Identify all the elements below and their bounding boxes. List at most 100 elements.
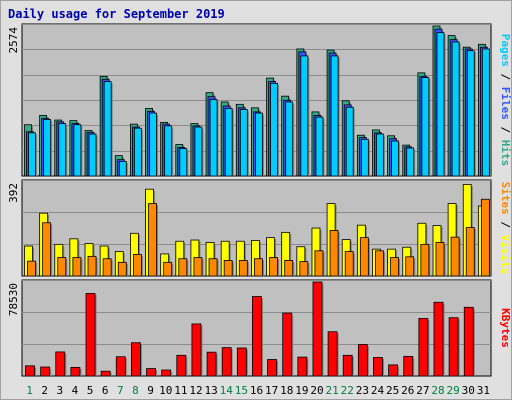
bar-sites-day-29 xyxy=(450,236,460,277)
ymax-label-hits-files-pages: 2574 xyxy=(7,27,20,54)
bar-pages-day-18 xyxy=(285,101,294,177)
bar-pages-day-22 xyxy=(345,106,354,177)
bar-pages-day-23 xyxy=(360,138,369,177)
bar-kbytes-day-30 xyxy=(463,306,474,377)
bar-kbytes-day-15 xyxy=(236,347,247,377)
bar-pages-day-17 xyxy=(270,82,278,177)
bar-sites-day-17 xyxy=(269,257,278,277)
legend-entry-sites: Sites xyxy=(499,182,512,215)
bar-kbytes-day-18 xyxy=(282,312,293,377)
bar-kbytes-day-5 xyxy=(85,293,96,377)
bar-pages-day-3 xyxy=(58,123,67,177)
day-label-11: 11 xyxy=(174,384,187,397)
bar-kbytes-day-25 xyxy=(388,364,398,377)
legend-entry-kbytes: KBytes xyxy=(499,308,512,348)
bar-pages-day-7 xyxy=(118,161,127,177)
bar-pages-day-13 xyxy=(209,99,218,177)
day-label-20: 20 xyxy=(310,384,323,397)
day-label-7: 7 xyxy=(117,384,124,397)
bar-pages-day-26 xyxy=(406,147,415,177)
bar-sites-day-30 xyxy=(465,227,475,277)
day-label-3: 3 xyxy=(57,384,64,397)
day-label-26: 26 xyxy=(401,384,414,397)
day-label-8: 8 xyxy=(132,384,139,397)
bar-kbytes-day-6 xyxy=(100,370,111,377)
bar-kbytes-day-21 xyxy=(327,331,338,377)
bar-kbytes-day-10 xyxy=(161,369,172,377)
bar-sites-day-1 xyxy=(27,260,36,277)
legend-separator: / xyxy=(499,120,512,140)
bar-pages-day-24 xyxy=(376,133,384,177)
day-label-28: 28 xyxy=(431,384,444,397)
day-label-18: 18 xyxy=(280,384,293,397)
bar-sites-day-31 xyxy=(480,198,490,277)
bar-sites-day-7 xyxy=(117,261,127,277)
day-label-31: 31 xyxy=(477,384,490,397)
day-label-17: 17 xyxy=(265,384,278,397)
legend-separator: / xyxy=(499,67,512,87)
bar-kbytes-day-26 xyxy=(403,355,414,377)
legend-entry-visits: Visits xyxy=(499,235,512,275)
day-label-2: 2 xyxy=(41,384,48,397)
bar-pages-day-4 xyxy=(73,124,82,177)
bar-sites-day-14 xyxy=(223,260,233,277)
bar-sites-day-4 xyxy=(72,257,82,277)
day-label-4: 4 xyxy=(72,384,79,397)
bar-sites-day-28 xyxy=(435,242,445,277)
bar-kbytes-day-11 xyxy=(176,354,187,377)
bar-pages-day-31 xyxy=(481,48,490,177)
bar-pages-day-27 xyxy=(421,77,430,177)
bar-sites-day-13 xyxy=(208,258,218,277)
bar-sites-day-6 xyxy=(102,258,112,277)
bar-sites-day-21 xyxy=(329,230,339,277)
bar-kbytes-day-28 xyxy=(433,301,444,377)
bar-kbytes-day-1 xyxy=(25,365,35,377)
bar-pages-day-25 xyxy=(391,140,399,177)
bar-sites-day-26 xyxy=(405,256,415,277)
bar-kbytes-day-24 xyxy=(373,357,383,377)
bar-kbytes-day-29 xyxy=(448,317,459,377)
chart-title: Daily usage for September 2019 xyxy=(8,7,225,21)
bar-kbytes-day-12 xyxy=(191,323,202,377)
bar-kbytes-day-4 xyxy=(70,366,81,377)
bar-kbytes-day-14 xyxy=(221,347,232,377)
day-label-9: 9 xyxy=(147,384,154,397)
day-label-12: 12 xyxy=(189,384,202,397)
bar-kbytes-day-8 xyxy=(131,342,141,377)
day-label-29: 29 xyxy=(447,384,460,397)
bar-sites-day-3 xyxy=(57,257,67,277)
bar-pages-day-9 xyxy=(149,112,157,177)
bar-sites-day-25 xyxy=(390,257,399,277)
bar-kbytes-day-2 xyxy=(40,366,51,377)
bar-sites-day-15 xyxy=(238,260,248,277)
bar-pages-day-11 xyxy=(179,148,188,177)
bar-kbytes-day-23 xyxy=(357,344,368,377)
bar-sites-day-18 xyxy=(284,260,294,277)
legend-entry-files: Files xyxy=(499,87,512,120)
bar-kbytes-day-7 xyxy=(115,356,126,377)
bar-pages-day-15 xyxy=(239,109,248,177)
legend-visits-sites: Sites / Visits xyxy=(499,182,512,275)
day-label-30: 30 xyxy=(462,384,475,397)
day-label-27: 27 xyxy=(416,384,429,397)
legend-hits-files-pages: Pages / Files / Hits xyxy=(499,34,512,167)
bar-pages-day-10 xyxy=(164,125,173,177)
day-label-22: 22 xyxy=(341,384,354,397)
bar-sites-day-8 xyxy=(133,254,142,277)
bar-pages-day-14 xyxy=(224,108,233,177)
bar-sites-day-24 xyxy=(375,250,384,277)
day-label-19: 19 xyxy=(295,384,308,397)
ymax-label-visits-sites: 392 xyxy=(7,183,20,203)
bar-pages-day-28 xyxy=(436,32,445,177)
day-label-15: 15 xyxy=(235,384,248,397)
bar-pages-day-12 xyxy=(194,126,203,177)
bar-pages-day-29 xyxy=(451,41,460,177)
bar-kbytes-day-9 xyxy=(146,368,156,377)
legend-entry-hits: Hits xyxy=(499,140,512,167)
day-label-5: 5 xyxy=(87,384,94,397)
day-label-10: 10 xyxy=(159,384,172,397)
day-label-14: 14 xyxy=(220,384,234,397)
bar-sites-day-2 xyxy=(42,222,52,277)
bar-kbytes-day-27 xyxy=(418,318,429,377)
day-label-1: 1 xyxy=(26,384,33,397)
